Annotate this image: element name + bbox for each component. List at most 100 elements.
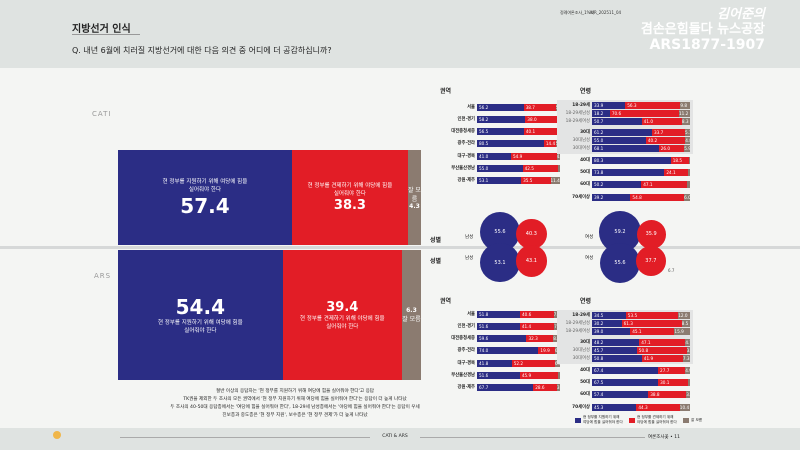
- row-label: 70세이상: [572, 405, 590, 410]
- row-label: 60대: [580, 392, 590, 397]
- dk-segment: 11.2: [679, 110, 690, 117]
- dk-segment: [557, 372, 560, 379]
- cati-check-segment: 현 정부를 견제하기 위해 야당에 힘을 실어줘야 한다 38.3: [291, 150, 408, 245]
- check-segment: 61.3: [621, 320, 682, 327]
- check-segment: 28.6: [533, 384, 557, 391]
- row-label: 서울: [467, 105, 475, 110]
- row-label: 50대: [580, 170, 590, 175]
- support-segment: 58.2: [477, 116, 526, 123]
- dk-segment: 4.9: [685, 367, 690, 374]
- support-segment: 30.2: [592, 320, 622, 327]
- dk-segment: 3.5: [686, 347, 690, 354]
- support-segment: 67.4: [592, 367, 659, 374]
- support-segment: 68.1: [592, 145, 659, 152]
- row-label: 인천·경기: [457, 324, 475, 329]
- row-label: 50대: [580, 380, 590, 385]
- support-segment: 51.6: [477, 372, 520, 379]
- region-title-cati: 권역: [440, 88, 452, 95]
- check-segment: 45.9: [519, 372, 558, 379]
- check-segment: 47.1: [641, 181, 688, 188]
- row-label: 대구·경북: [457, 361, 475, 366]
- check-bubble: 37.7: [636, 246, 666, 276]
- check-segment: 42.5: [522, 165, 558, 172]
- dk-segment: 4.8: [685, 137, 690, 144]
- dk-segment: [688, 157, 690, 164]
- check-segment: 27.7: [658, 367, 686, 374]
- row-label: 대구·경북: [457, 154, 475, 159]
- dk-segment: 12.0: [678, 312, 690, 319]
- ars-main-bar: 54.4 현 정부를 지원하기 위해 여당에 힘을 실어줘야 한다 39.4 현…: [118, 250, 421, 380]
- check-bubble: 35.9: [636, 219, 666, 249]
- support-segment: 50.2: [592, 181, 642, 188]
- check-segment: 45.1: [630, 328, 675, 335]
- row-label: 18-29세여성: [565, 119, 590, 124]
- dk-segment: 3.8: [686, 391, 690, 398]
- check-segment: 24.1: [664, 169, 688, 176]
- check-segment: 26.0: [658, 145, 685, 152]
- support-segment: 56.2: [477, 104, 524, 111]
- notes: 절반 이상의 응답자는 '현 정부를 지원하기 위해 여당에 힘을 실어줘야 한…: [170, 389, 420, 418]
- row-label: 30대여성: [572, 146, 590, 151]
- row-label: 18-29세: [572, 103, 590, 108]
- dk-segment: 10.4: [679, 404, 690, 411]
- report-id: WR_202511_04: [590, 10, 622, 15]
- support-segment: 67.7: [477, 384, 534, 391]
- row-label: 30대: [580, 130, 590, 135]
- check-segment: 32.3: [526, 335, 554, 342]
- check-segment: 38.8: [648, 391, 687, 398]
- support-segment: 80.3: [592, 157, 671, 164]
- check-bubble: 43.1: [515, 245, 548, 277]
- ars-support-segment: 54.4 현 정부를 지원하기 위해 여당에 힘을 실어줘야 한다: [118, 250, 283, 380]
- check-segment: 40.6: [519, 311, 554, 318]
- cati-support-segment: 현 정부를 지원하기 위해 여당에 힘을 실어줘야 한다 57.4: [118, 150, 292, 245]
- support-segment: 45.3: [592, 404, 637, 411]
- legend: 현 정부를 지원하기 위해 여당에 힘을 실어줘야 한다 현 정부를 견제하기 …: [575, 415, 702, 425]
- dk-segment: 8.5: [681, 320, 690, 327]
- support-segment: 55.0: [592, 137, 646, 144]
- row-label: 광주·전라: [457, 348, 475, 353]
- check-segment: 54.8: [630, 194, 685, 201]
- support-segment: 41.8: [477, 360, 512, 367]
- support-segment: 48.2: [592, 339, 640, 346]
- survey-id: 정례여론조사_1%차: [560, 10, 595, 15]
- check-segment: 40.2: [645, 137, 686, 144]
- dk-segment: 6.0: [684, 194, 690, 201]
- row-label: 광주·전라: [457, 141, 475, 146]
- row-label: 18-29세남성: [565, 321, 590, 326]
- support-segment: 33.9: [592, 102, 626, 109]
- row-label: 30대남성: [572, 138, 590, 143]
- sun-logo-icon: [53, 431, 61, 439]
- age-title-cati: 연령: [580, 88, 592, 95]
- check-segment: 44.3: [636, 404, 680, 411]
- dk-segment: 7.6: [553, 311, 560, 318]
- check-segment: 38.0: [525, 116, 557, 123]
- check-segment: 14.4: [543, 140, 556, 147]
- check-segment: 41.9: [641, 355, 683, 362]
- legend-dk: 잘 모름: [683, 415, 702, 425]
- support-segment: 73.8: [592, 169, 665, 176]
- dk-segment: 4.7: [685, 339, 690, 346]
- footer-page: 여론조사꽃 • 11: [648, 435, 680, 440]
- row-label: 30대: [580, 340, 590, 345]
- row-label: 서울: [467, 312, 475, 317]
- question-text: Q. 내년 6월에 치러질 지방선거에 대한 다음 의견 중 어디에 더 공감하…: [72, 46, 332, 55]
- cati-dk-segment: 잘 모름 4.3: [407, 150, 421, 245]
- gender-label: 여성: [585, 235, 594, 240]
- dk-segment: [557, 165, 560, 172]
- row-label: 대전충청세종: [451, 129, 475, 134]
- gender-title-ars: 성별: [430, 258, 442, 265]
- cati-main-bar: 현 정부를 지원하기 위해 여당에 힘을 실어줘야 한다 57.4 현 정부를 …: [118, 150, 421, 245]
- support-segment: 39.0: [592, 328, 631, 335]
- check-segment: 18.5: [670, 157, 689, 164]
- dk-segment: [687, 379, 690, 386]
- support-segment: 55.0: [477, 165, 523, 172]
- row-label: 60대: [580, 182, 590, 187]
- legend-check: 현 정부를 견제하기 위해 야당에 힘을 실어줘야 한다: [629, 415, 677, 425]
- check-segment: 38.7: [523, 104, 556, 111]
- support-bubble: 55.6: [599, 242, 641, 283]
- check-segment: 52.2: [511, 360, 555, 367]
- ars-dk-segment: 6.3 잘 모름: [401, 250, 421, 380]
- row-label: 인천·경기: [457, 117, 475, 122]
- check-segment: 41.0: [641, 118, 682, 125]
- cati-label: CATI: [92, 110, 112, 118]
